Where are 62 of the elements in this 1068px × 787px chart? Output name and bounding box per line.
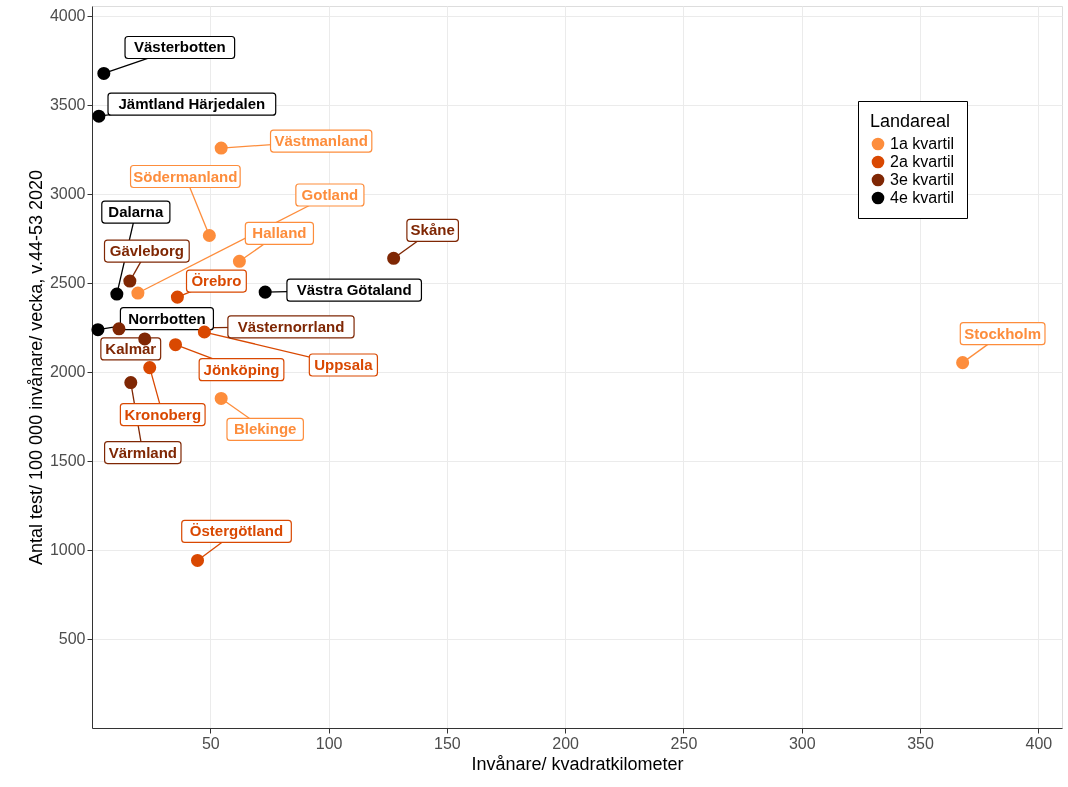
y-tick-label: 4000: [49, 7, 86, 25]
point: [97, 66, 111, 80]
point: [124, 376, 138, 390]
x-tick-label: 100: [315, 734, 343, 752]
annotation: Västmanland: [274, 132, 368, 150]
point: [169, 338, 183, 352]
annotation: Örebro: [191, 272, 242, 290]
point: [110, 287, 124, 301]
annotation: Kronoberg: [124, 405, 202, 423]
annotation: Gävleborg: [109, 242, 184, 260]
y-tick-label: 2500: [49, 274, 86, 292]
legend-title: Landareal: [870, 111, 951, 131]
point: [214, 141, 228, 155]
legend-label: 1a kvartil: [890, 135, 955, 152]
y-axis-title: Antal test/ 100 000 invånare/ vecka, v.44-53 2020: [25, 170, 46, 565]
annotation: Södermanland: [133, 167, 238, 185]
annotation: Dalarna: [108, 203, 165, 221]
annotation: Kalmar: [105, 339, 157, 357]
annotation: Västernorrland: [237, 317, 345, 335]
x-axis-title: Invånare/ kvadratkilometer: [471, 753, 684, 774]
x-tick-label: 350: [907, 734, 934, 752]
y-tick-label: 1500: [49, 452, 86, 470]
annotation: Västra Götaland: [296, 281, 412, 299]
y-tick-label: 3000: [49, 185, 86, 203]
point: [232, 254, 246, 268]
x-tick-label: 150: [434, 734, 461, 752]
y-tick-label: 1000: [49, 541, 86, 559]
point: [387, 251, 401, 265]
point: [191, 553, 205, 567]
point: [202, 229, 216, 243]
point: [956, 356, 970, 370]
annotation: Värmland: [108, 443, 177, 461]
x-tick-label: 200: [552, 734, 580, 752]
annotation: Norrbotten: [128, 309, 206, 327]
point: [197, 325, 211, 339]
y-tick-label: 2000: [49, 363, 86, 381]
point: [91, 323, 105, 337]
legend-label: 4e kvartil: [890, 189, 955, 206]
annotation: Gotland: [301, 186, 359, 204]
legend-label: 2a kvartil: [890, 153, 955, 170]
annotation: Östergötland: [189, 522, 284, 540]
point: [258, 285, 272, 299]
y-tick-label: 500: [58, 630, 86, 648]
annotation: Västerbotten: [133, 38, 226, 56]
x-tick-label: 300: [788, 734, 816, 752]
y-tick-label: 3500: [49, 96, 86, 114]
point: [123, 274, 137, 288]
annotation: Uppsala: [314, 356, 374, 374]
annotation: Stockholm: [964, 324, 1041, 342]
point: [131, 286, 145, 300]
x-tick-label: 400: [1025, 734, 1053, 752]
point: [170, 290, 184, 304]
point: [112, 322, 126, 336]
annotation: Halland: [252, 224, 307, 242]
x-tick-label: 50: [201, 734, 220, 752]
annotation: Blekinge: [233, 420, 297, 438]
point: [143, 361, 157, 375]
annotation: Jönköping: [203, 360, 280, 378]
legend-label: 3e kvartil: [890, 171, 955, 188]
point: [214, 391, 228, 405]
x-tick-label: 250: [670, 734, 698, 752]
annotation: Skåne: [410, 221, 455, 239]
